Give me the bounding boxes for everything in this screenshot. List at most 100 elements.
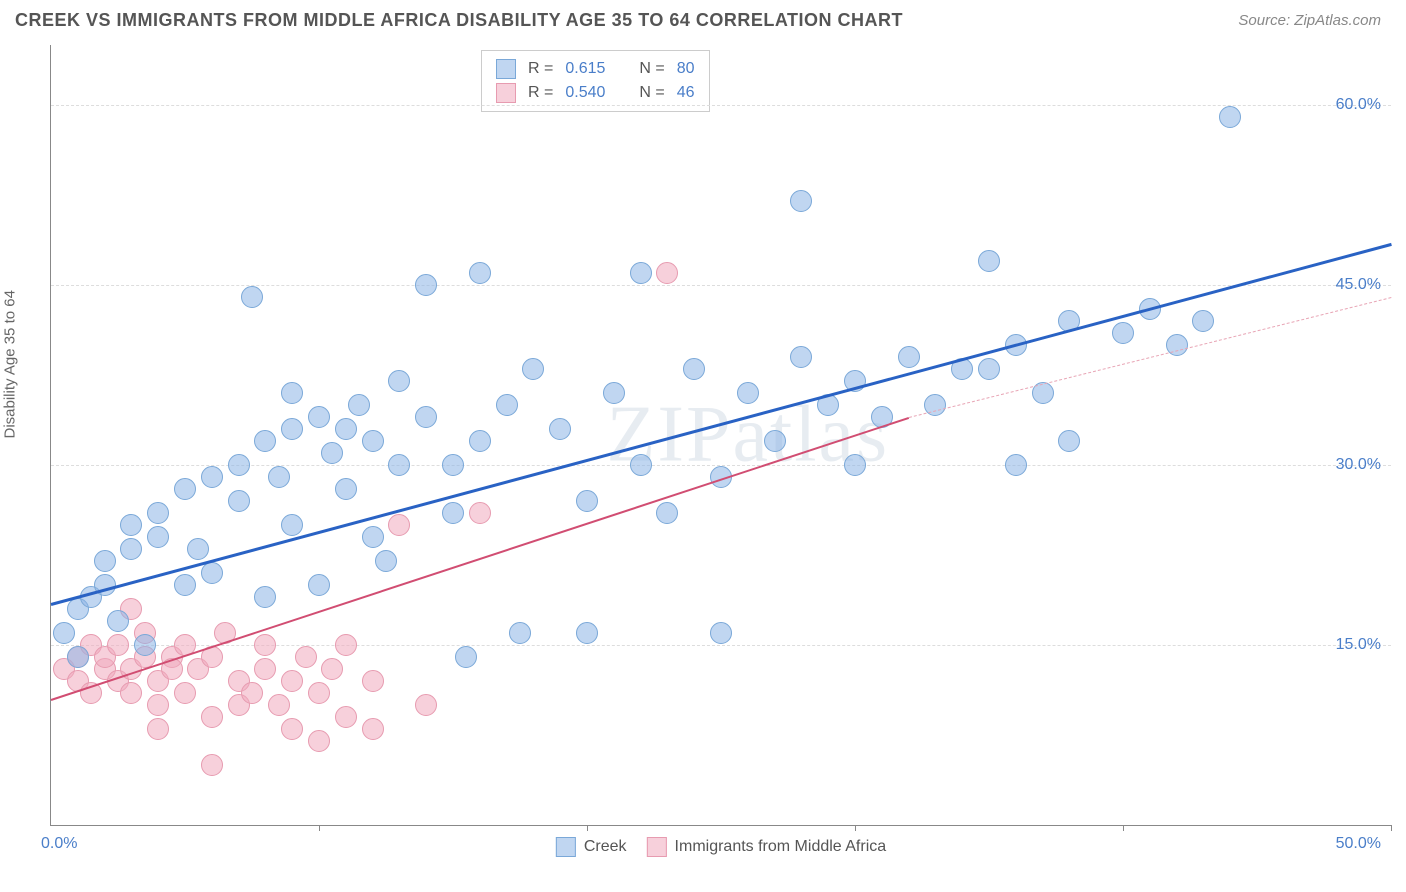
data-point — [308, 406, 330, 428]
data-point — [201, 754, 223, 776]
data-point — [107, 634, 129, 656]
chart-title: CREEK VS IMMIGRANTS FROM MIDDLE AFRICA D… — [15, 10, 903, 31]
data-point — [375, 550, 397, 572]
data-point — [281, 718, 303, 740]
series-legend: Creek Immigrants from Middle Africa — [556, 837, 886, 857]
data-point — [174, 478, 196, 500]
y-axis-label: Disability Age 35 to 64 — [2, 290, 19, 438]
scatter-chart: ZIPatlas R = 0.615 N = 80 R = 0.540 N = … — [50, 45, 1391, 826]
data-point — [268, 466, 290, 488]
data-point — [134, 634, 156, 656]
data-point — [442, 502, 464, 524]
n-label-2: N = — [639, 84, 664, 102]
data-point — [576, 490, 598, 512]
data-point — [147, 526, 169, 548]
data-point — [362, 430, 384, 452]
r-value-creek: 0.615 — [565, 60, 605, 78]
data-point — [790, 346, 812, 368]
n-label: N = — [639, 60, 664, 78]
data-point — [295, 646, 317, 668]
data-point — [710, 622, 732, 644]
data-point — [254, 634, 276, 656]
legend-row-creek: R = 0.615 N = 80 — [496, 57, 695, 81]
r-label: R = — [528, 60, 553, 78]
data-point — [630, 454, 652, 476]
legend-swatch-creek — [496, 59, 516, 79]
data-point — [683, 358, 705, 380]
data-point — [308, 682, 330, 704]
data-point — [335, 634, 357, 656]
data-point — [844, 454, 866, 476]
data-point — [268, 694, 290, 716]
data-point — [241, 286, 263, 308]
chart-header: CREEK VS IMMIGRANTS FROM MIDDLE AFRICA D… — [0, 0, 1406, 41]
x-tick-mark — [1123, 825, 1124, 831]
trendline — [51, 417, 909, 701]
data-point — [1005, 454, 1027, 476]
data-point — [978, 358, 1000, 380]
source-prefix: Source: — [1238, 12, 1294, 29]
data-point — [228, 490, 250, 512]
x-tick-mark — [855, 825, 856, 831]
data-point — [120, 682, 142, 704]
data-point — [415, 274, 437, 296]
data-point — [120, 514, 142, 536]
data-point — [656, 262, 678, 284]
legend-item-immigrants: Immigrants from Middle Africa — [647, 837, 887, 857]
data-point — [241, 682, 263, 704]
data-point — [335, 418, 357, 440]
data-point — [94, 550, 116, 572]
data-point — [388, 514, 410, 536]
data-point — [174, 574, 196, 596]
data-point — [107, 610, 129, 632]
data-point — [308, 574, 330, 596]
data-point — [898, 346, 920, 368]
data-point — [576, 622, 598, 644]
data-point — [147, 502, 169, 524]
y-tick-label: 45.0% — [1336, 276, 1381, 294]
data-point — [442, 454, 464, 476]
data-point — [1192, 310, 1214, 332]
data-point — [281, 418, 303, 440]
data-point — [281, 382, 303, 404]
gridline — [51, 105, 1391, 106]
data-point — [53, 622, 75, 644]
legend-label-immigrants: Immigrants from Middle Africa — [675, 838, 887, 856]
data-point — [348, 394, 370, 416]
legend-swatch-immigrants — [496, 83, 516, 103]
data-point — [201, 466, 223, 488]
source-attribution: Source: ZipAtlas.com — [1238, 12, 1381, 29]
data-point — [656, 502, 678, 524]
r-label-2: R = — [528, 84, 553, 102]
data-point — [1219, 106, 1241, 128]
data-point — [281, 514, 303, 536]
data-point — [321, 442, 343, 464]
data-point — [630, 262, 652, 284]
data-point — [335, 478, 357, 500]
legend-label-creek: Creek — [584, 838, 627, 856]
data-point — [201, 562, 223, 584]
data-point — [549, 418, 571, 440]
data-point — [362, 718, 384, 740]
data-point — [469, 262, 491, 284]
x-tick-mark — [587, 825, 588, 831]
data-point — [415, 694, 437, 716]
data-point — [455, 646, 477, 668]
data-point — [362, 526, 384, 548]
data-point — [201, 706, 223, 728]
data-point — [603, 382, 625, 404]
data-point — [335, 706, 357, 728]
legend-swatch-immigrants-2 — [647, 837, 667, 857]
data-point — [147, 694, 169, 716]
data-point — [764, 430, 786, 452]
source-name: ZipAtlas.com — [1294, 12, 1381, 29]
data-point — [187, 538, 209, 560]
x-tick-mark — [1391, 825, 1392, 831]
data-point — [496, 394, 518, 416]
legend-item-creek: Creek — [556, 837, 627, 857]
data-point — [1058, 430, 1080, 452]
n-value-immigrants: 46 — [677, 84, 695, 102]
x-axis-min-label: 0.0% — [41, 835, 77, 853]
data-point — [509, 622, 531, 644]
data-point — [174, 682, 196, 704]
